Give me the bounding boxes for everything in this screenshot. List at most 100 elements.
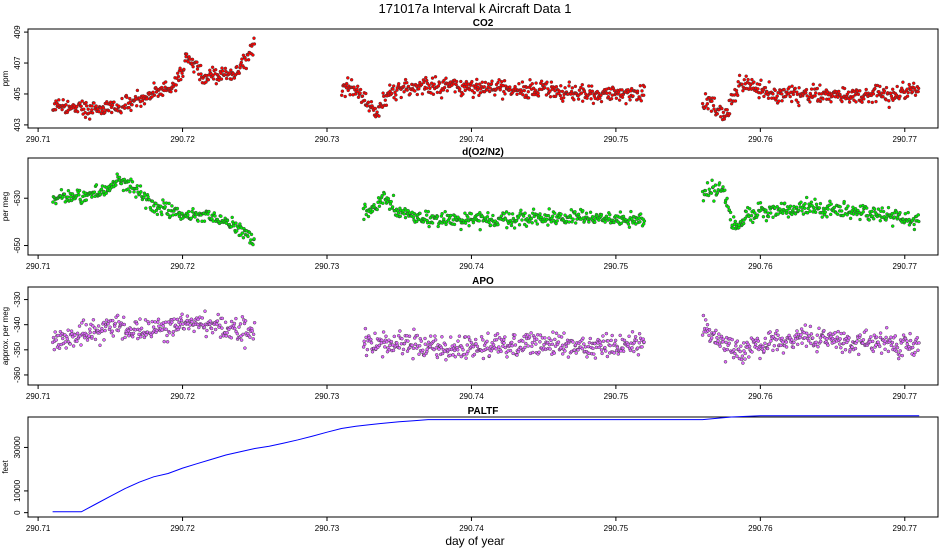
co2-data-point — [475, 77, 479, 82]
co2-data-point — [84, 100, 88, 105]
co2-data-point — [408, 92, 412, 96]
apo-data-point — [583, 345, 588, 349]
apo-data-point — [804, 331, 809, 336]
co2-data-point — [734, 88, 739, 93]
o2n2-data-point — [818, 201, 823, 206]
o2n2-data-point — [800, 209, 804, 213]
o2n2-data-point — [629, 209, 633, 214]
co2-data-point — [906, 90, 910, 95]
co2-data-point — [818, 99, 823, 104]
co2-data-point — [577, 88, 582, 92]
apo-data-point — [218, 335, 223, 339]
o2n2-data-point — [519, 208, 523, 213]
co2-data-point — [890, 87, 895, 92]
o2n2-data-point — [803, 201, 807, 206]
co2-data-point — [369, 99, 374, 104]
apo-data-point — [499, 349, 503, 354]
apo-data-point — [453, 354, 458, 359]
apo-data-point — [435, 355, 440, 360]
co2-data-point — [905, 87, 909, 91]
co2-data-point — [454, 79, 459, 84]
apo-data-point — [485, 339, 489, 344]
co2-data-point — [887, 105, 891, 110]
apo-data-point — [719, 334, 724, 339]
apo-data-point — [433, 338, 438, 342]
o2n2-data-point — [766, 214, 771, 219]
apo-data-point — [241, 332, 245, 337]
apo-data-point — [163, 320, 168, 324]
o2n2-data-point — [225, 218, 230, 223]
o2n2-data-point — [487, 220, 491, 225]
o2n2-data-point — [593, 220, 597, 225]
co2-data-point — [901, 80, 905, 84]
apo-data-point — [362, 342, 367, 346]
o2n2-data-point — [805, 211, 810, 215]
apo-data-point — [511, 351, 515, 356]
o2n2-panel: d(O2/N2) per meg 290.71 290.72 290.73 290.74 2… — [1, 147, 939, 271]
co2-x-tick-label: 290.77 — [893, 135, 918, 144]
o2n2-data-point — [599, 212, 604, 217]
o2n2-data-point — [768, 211, 773, 215]
apo-data-point — [88, 327, 92, 331]
co2-data-point — [521, 92, 525, 97]
o2n2-data-point — [246, 234, 250, 239]
apo-data-point — [518, 345, 523, 350]
co2-data-point — [461, 92, 465, 96]
paltf-panel-title: PALTF — [468, 406, 499, 417]
o2n2-x-tick-label: 290.72 — [170, 262, 195, 271]
co2-data-point — [89, 108, 94, 112]
o2n2-data-point — [62, 192, 67, 196]
o2n2-data-point — [232, 224, 236, 228]
o2n2-data-point — [590, 214, 595, 219]
co2-data-point — [741, 88, 745, 93]
apo-data-point — [543, 336, 547, 340]
o2n2-data-point — [870, 214, 875, 218]
o2n2-data-point — [911, 216, 916, 221]
o2n2-data-point — [867, 218, 871, 222]
apo-data-point — [892, 345, 896, 350]
apo-x-tick-label: 290.72 — [170, 392, 195, 401]
apo-data-point — [835, 335, 840, 339]
o2n2-data-point — [517, 223, 522, 227]
co2-data-point — [520, 80, 525, 84]
co2-data-point — [61, 98, 65, 102]
co2-data-point — [526, 96, 531, 100]
co2-data-point — [476, 85, 480, 90]
co2-data-point — [239, 60, 244, 65]
co2-data-point — [718, 114, 723, 119]
co2-data-point — [130, 102, 134, 107]
co2-data-point — [198, 63, 203, 68]
apo-data-point — [637, 331, 642, 336]
o2n2-data-point — [166, 212, 170, 217]
o2n2-data-point — [380, 193, 384, 198]
co2-data-point — [129, 108, 133, 113]
co2-data-point — [546, 87, 550, 91]
o2n2-data-point — [534, 219, 538, 223]
co2-data-point — [362, 98, 367, 103]
o2n2-data-point — [832, 205, 837, 210]
o2n2-data-point — [403, 215, 408, 220]
apo-data-point — [775, 347, 780, 352]
o2n2-data-point — [782, 201, 787, 205]
apo-data-point — [509, 340, 514, 345]
apo-data-point — [572, 348, 577, 352]
o2n2-data-point — [809, 200, 814, 204]
co2-data-point — [888, 91, 893, 95]
apo-data-point — [884, 335, 888, 340]
co2-data-point — [190, 57, 195, 62]
apo-data-point — [792, 340, 796, 345]
apo-data-point — [443, 343, 448, 347]
apo-data-point — [707, 327, 712, 332]
co2-data-point — [576, 97, 581, 101]
co2-data-point — [746, 77, 750, 82]
o2n2-data-point — [563, 213, 567, 217]
o2n2-data-point — [193, 215, 197, 219]
apo-data-point — [413, 342, 418, 347]
co2-data-point — [573, 84, 578, 89]
o2n2-data-point — [791, 208, 795, 212]
apo-data-point — [432, 347, 436, 352]
apo-data-point — [126, 328, 131, 333]
o2n2-data-point — [894, 210, 899, 214]
apo-data-point — [240, 315, 245, 319]
o2n2-data-point — [196, 219, 200, 223]
